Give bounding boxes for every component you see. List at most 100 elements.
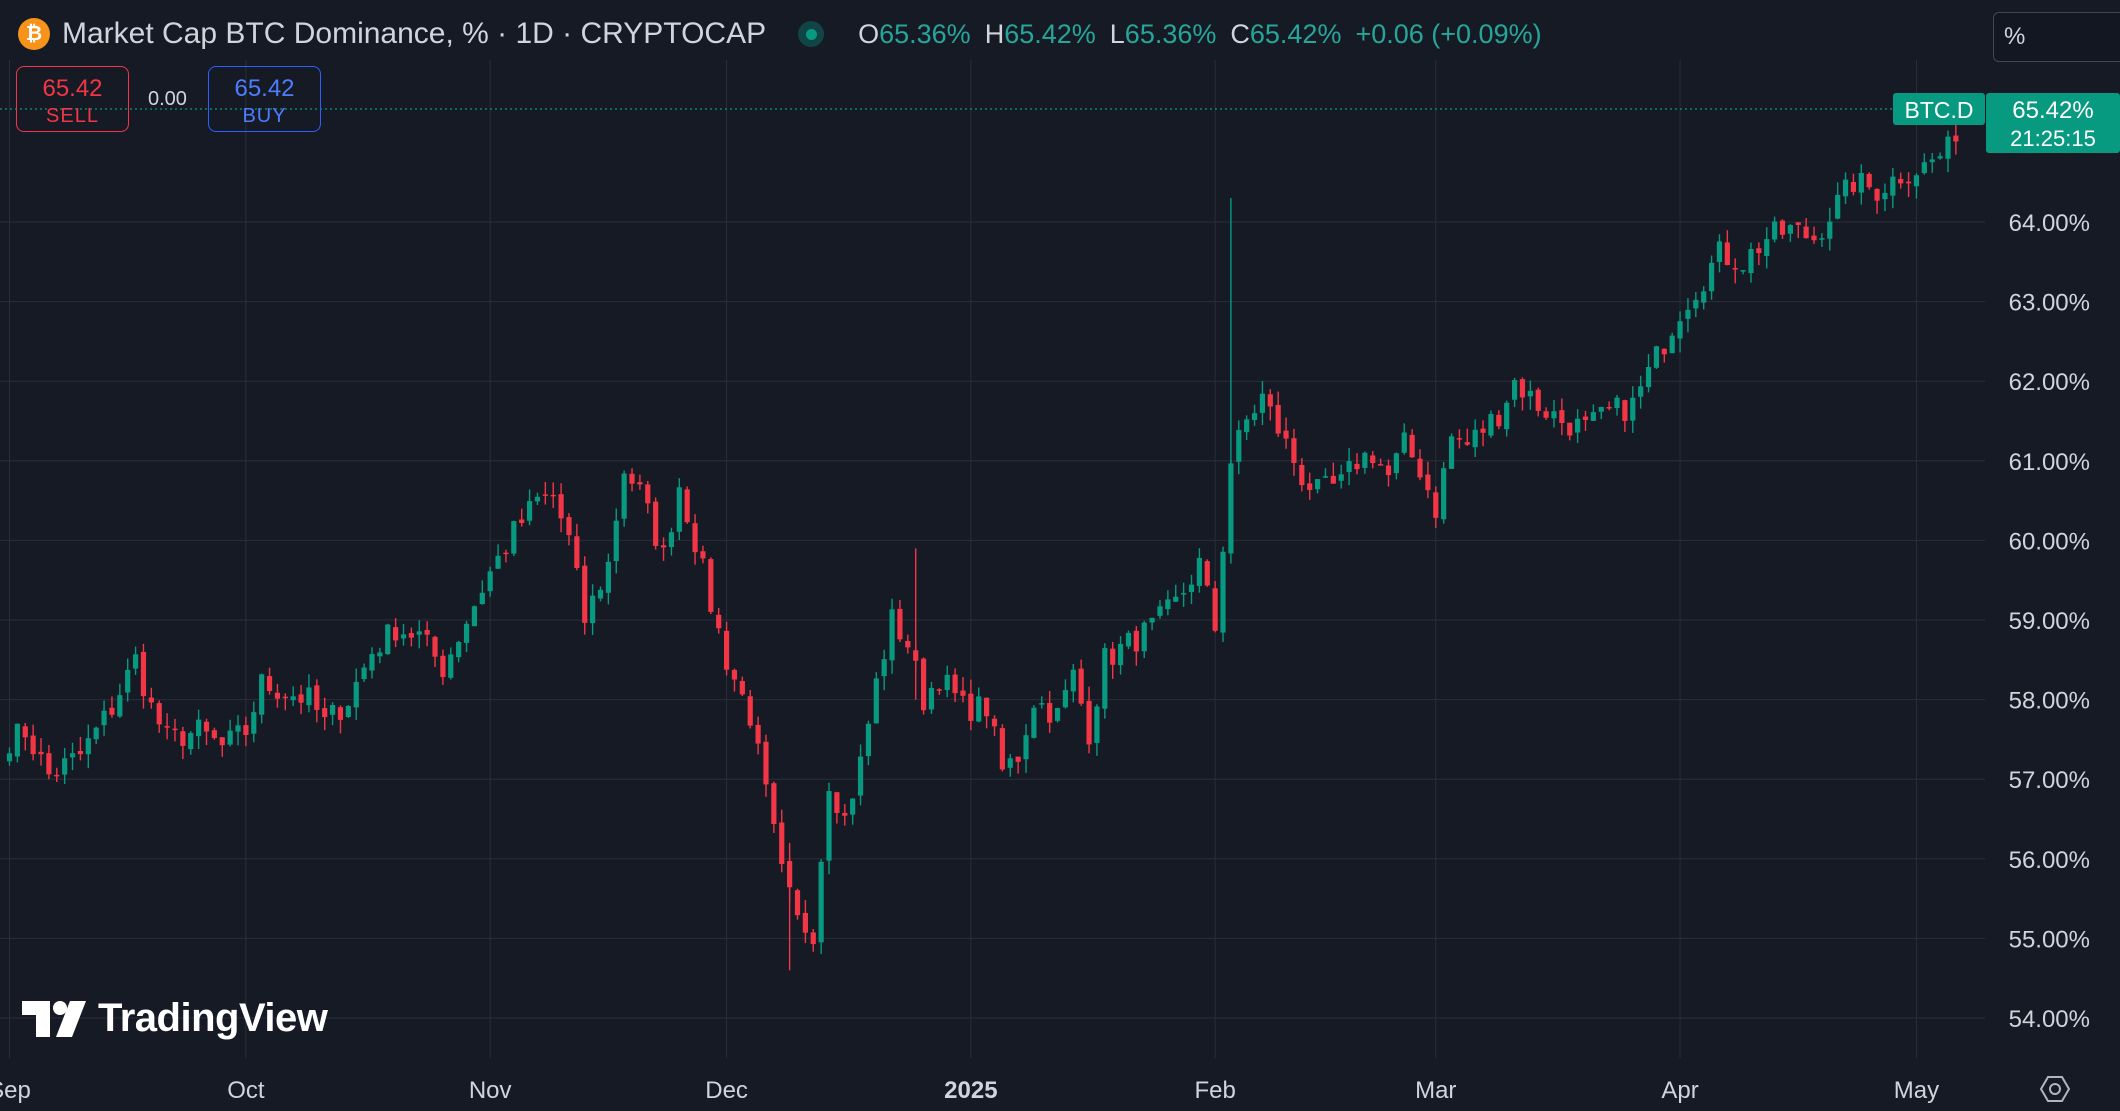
candle (1023, 735, 1029, 760)
candle (393, 627, 399, 641)
candle (1685, 309, 1691, 319)
candle (653, 501, 659, 546)
symbol-tag: BTC.D (1905, 97, 1974, 123)
candle (1370, 455, 1376, 463)
candle (1669, 335, 1675, 354)
ohlc-open-value: 65.36% (879, 18, 971, 49)
candle (1291, 438, 1297, 463)
candle (873, 678, 879, 724)
candle (1196, 557, 1202, 586)
x-tick-label: 2025 (944, 1077, 997, 1104)
market-status-icon[interactable] (798, 21, 825, 47)
candle (834, 792, 840, 813)
candle (448, 654, 454, 678)
candle (558, 494, 564, 519)
candle (1378, 464, 1384, 466)
candle (802, 912, 808, 933)
candle (747, 696, 753, 726)
candle (1094, 706, 1100, 744)
sell-button[interactable]: 65.42 SELL (16, 66, 129, 132)
candle (322, 708, 328, 718)
candle (755, 724, 761, 744)
candle (850, 798, 856, 815)
candle (1787, 225, 1793, 234)
candle (1086, 700, 1092, 745)
tradingview-logo-icon (22, 1000, 86, 1037)
candle (432, 636, 438, 657)
candle (1614, 397, 1620, 409)
candle (968, 693, 974, 721)
tradingview-logo-text: TradingView (98, 996, 328, 1040)
ohlc-open-key: O (858, 18, 880, 49)
candle (1007, 758, 1013, 768)
candle (487, 571, 493, 592)
ohlc-high-key: H (984, 18, 1005, 49)
candle (1401, 432, 1407, 453)
candle (511, 521, 517, 554)
candle (582, 565, 588, 623)
candle (6, 753, 13, 762)
tradingview-logo[interactable]: TradingView (22, 996, 328, 1041)
percent-scale-toggle[interactable]: % (1993, 12, 2120, 62)
y-tick-label: 64.00% (2009, 210, 2090, 237)
candle (1393, 453, 1399, 474)
candle (456, 641, 462, 658)
candle (1945, 136, 1951, 159)
candle (928, 687, 935, 710)
candle (1858, 172, 1864, 193)
gear-icon[interactable] (2040, 1074, 2070, 1104)
candle (14, 723, 20, 757)
candle (1283, 430, 1289, 439)
candle (400, 634, 407, 639)
ohlc-low-key: L (1109, 18, 1125, 49)
candle (826, 791, 832, 861)
y-tick-label: 59.00% (2009, 608, 2090, 635)
candle (1456, 438, 1463, 440)
candle (1236, 430, 1242, 462)
candle (282, 696, 288, 699)
candle (479, 592, 485, 605)
candle (1031, 707, 1037, 738)
candle (1212, 588, 1218, 631)
candle (85, 738, 91, 755)
candle (637, 482, 643, 485)
candle (1511, 380, 1518, 400)
buy-button[interactable]: 65.42 BUY (208, 66, 321, 132)
candle (243, 725, 249, 735)
candle (1740, 270, 1746, 272)
candle (566, 517, 572, 536)
candle (960, 690, 966, 696)
candle (235, 725, 241, 732)
candle (676, 487, 682, 532)
candle (109, 707, 115, 715)
candle (424, 629, 430, 635)
candle (999, 728, 1005, 770)
candle (842, 812, 848, 816)
candle (62, 758, 68, 775)
candle (597, 589, 604, 599)
candle (180, 731, 186, 746)
y-tick-label: 54.00% (2009, 1006, 2090, 1033)
candle (408, 633, 414, 638)
candle (1480, 428, 1486, 433)
candle (1756, 248, 1762, 254)
y-tick-label: 55.00% (2009, 926, 2090, 953)
candle (1417, 458, 1423, 478)
candle (132, 654, 139, 669)
candle (1385, 465, 1392, 476)
symbol-title[interactable]: Market Cap BTC Dominance, % · 1D · CRYPT… (62, 17, 767, 50)
candle (1228, 463, 1234, 554)
candle (1039, 703, 1045, 705)
x-tick-label: Apr (1661, 1077, 1698, 1104)
candle (1559, 410, 1565, 423)
candle (991, 718, 998, 727)
candle (857, 756, 864, 796)
candle (329, 704, 336, 715)
candle (117, 695, 123, 717)
candle (219, 737, 225, 746)
candle (1527, 390, 1533, 397)
candle (148, 697, 154, 703)
candle (385, 624, 391, 655)
